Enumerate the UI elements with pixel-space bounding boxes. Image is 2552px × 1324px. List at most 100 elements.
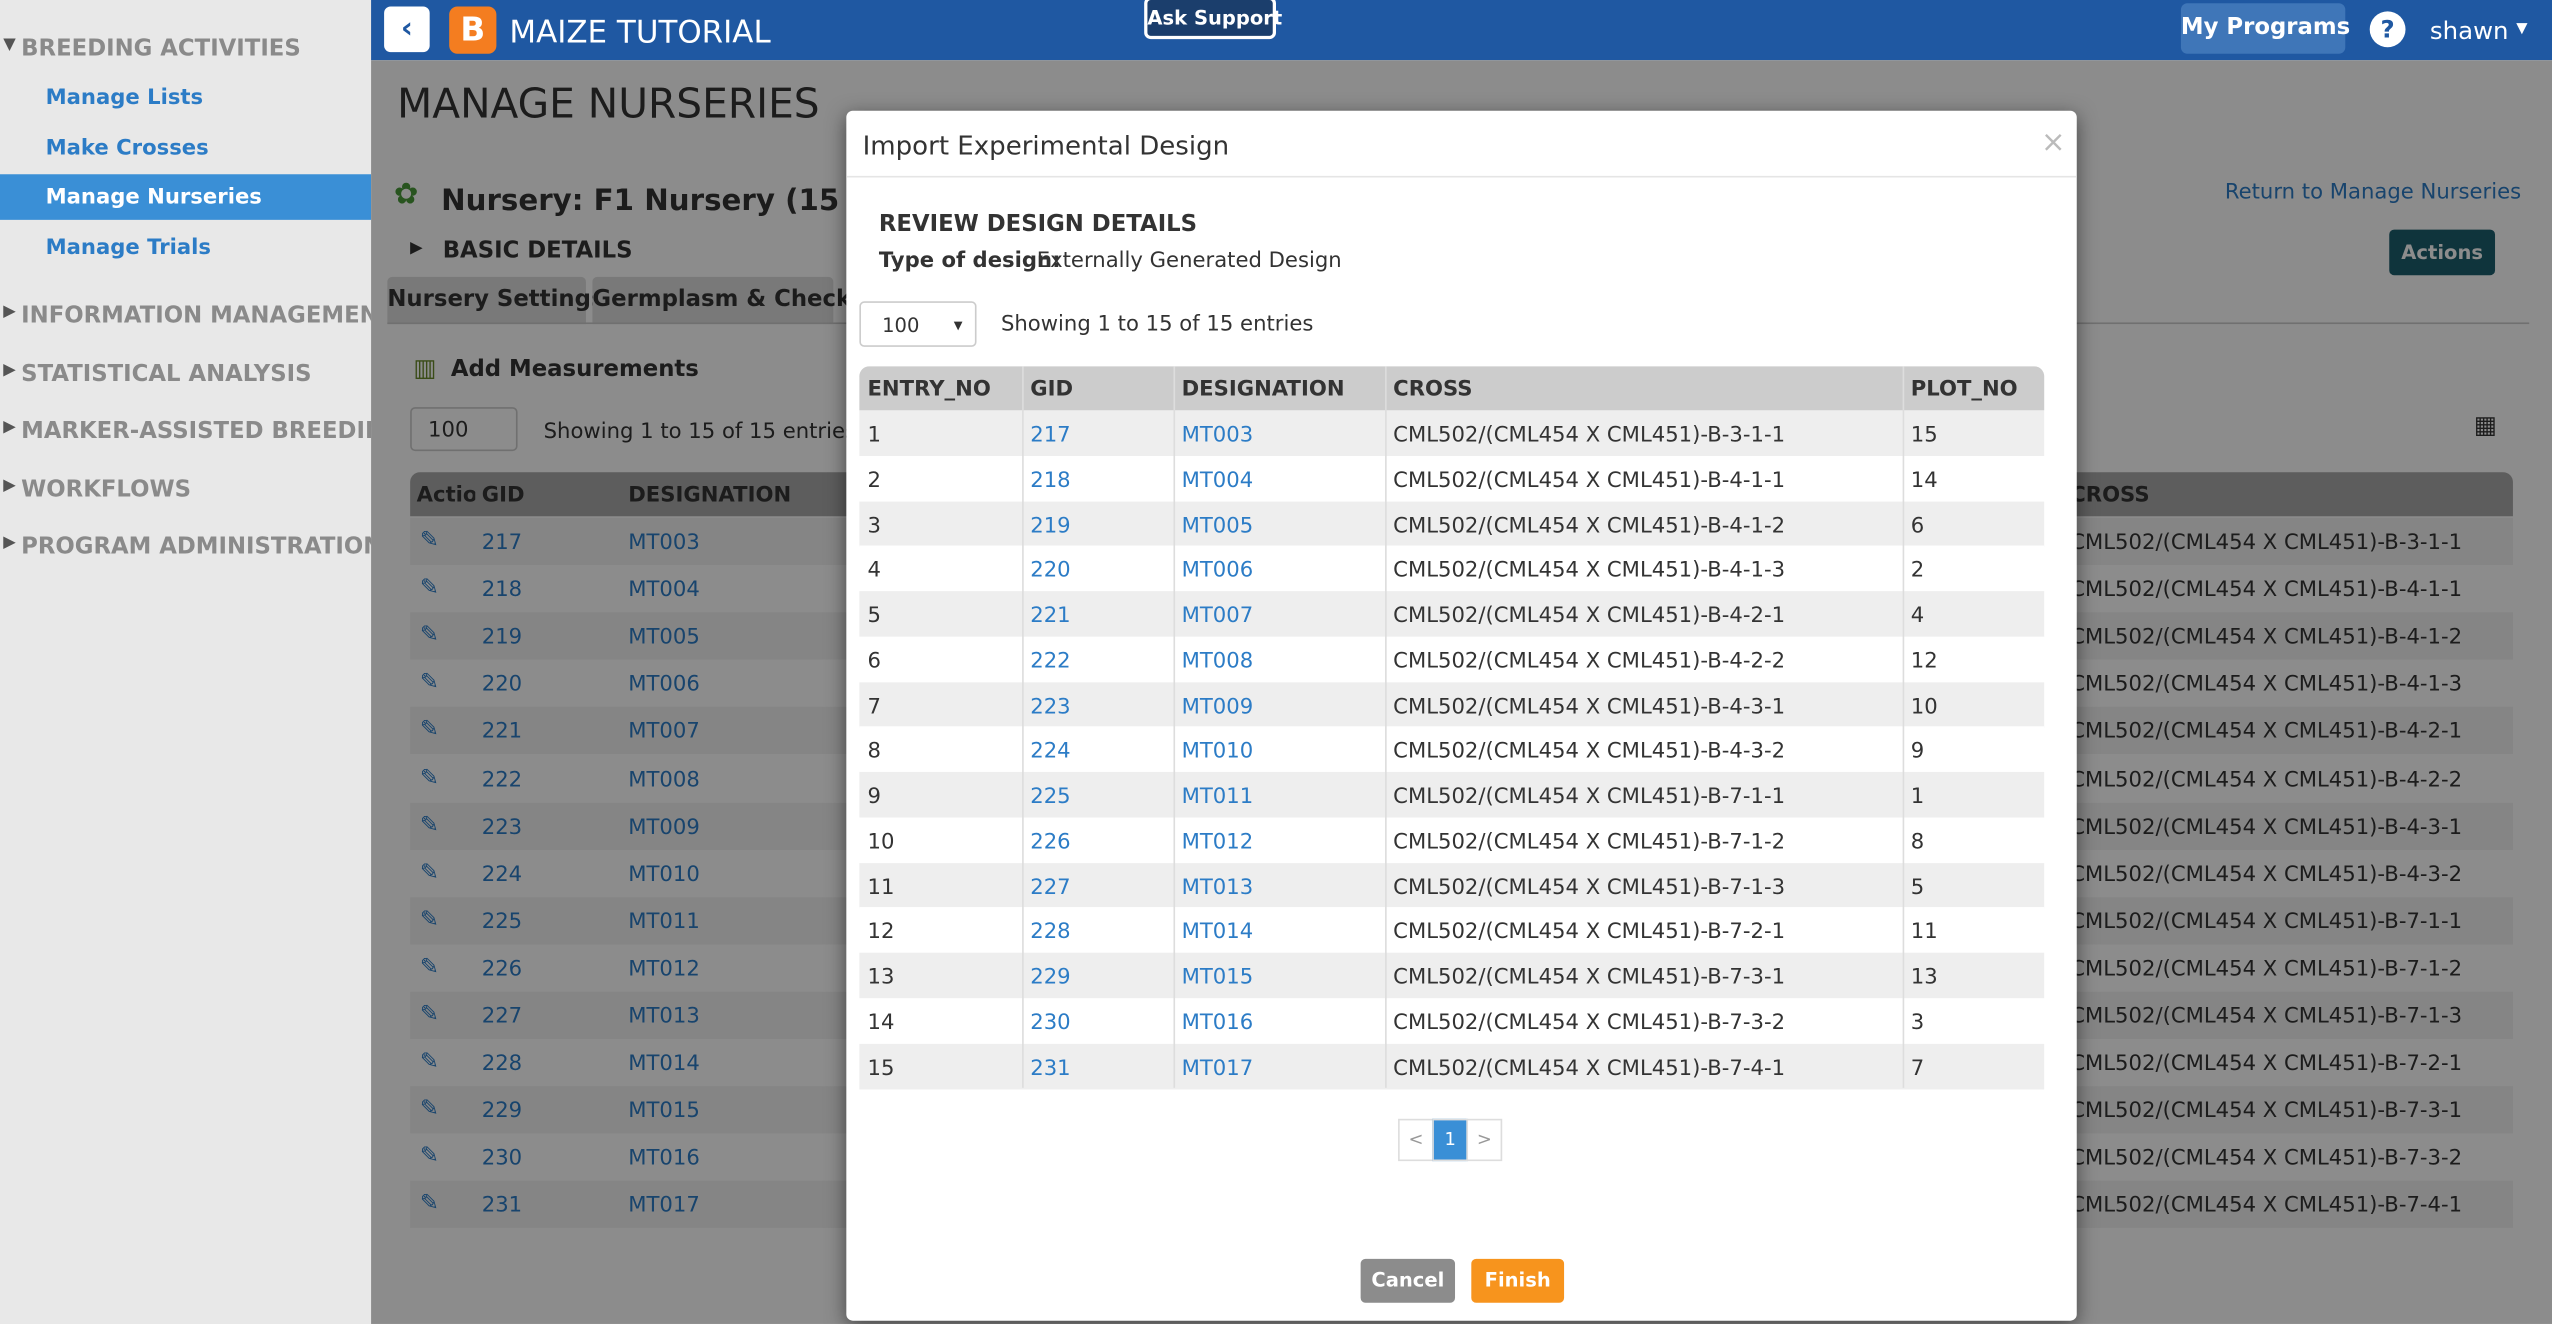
edit-icon[interactable]: ✎ — [419, 1001, 440, 1028]
cell[interactable]: MT017 — [1181, 1056, 1254, 1081]
my-programs[interactable]: My Programs — [2180, 3, 2350, 54]
section-title[interactable]: MARKER-ASSISTED BREEDING — [21, 418, 403, 445]
edit-icon[interactable]: ✎ — [419, 954, 440, 981]
cell[interactable]: 230 — [1030, 1010, 1071, 1036]
cell[interactable]: 224 — [1030, 739, 1071, 765]
edit-icon[interactable]: ✎ — [419, 669, 440, 696]
cell[interactable]: MT005 — [1181, 513, 1254, 539]
cell[interactable]: MT015 — [1181, 965, 1254, 991]
cell[interactable]: MT009 — [1181, 694, 1254, 719]
cell[interactable]: 227 — [1030, 875, 1071, 900]
cell[interactable]: MT016 — [1181, 1010, 1254, 1036]
actions-button[interactable]: Actions — [2389, 229, 2496, 276]
cell[interactable]: 219 — [481, 625, 523, 651]
cell[interactable]: 223 — [1030, 694, 1071, 719]
cell[interactable]: 221 — [481, 720, 523, 745]
cell[interactable]: 221 — [1030, 604, 1071, 629]
nav-item[interactable]: Manage Nurseries — [45, 185, 262, 211]
page-button[interactable]: 1 — [1432, 1118, 1469, 1162]
edit-icon[interactable]: ✎ — [419, 717, 440, 744]
section-title[interactable]: PROGRAM ADMINISTRATION — [21, 534, 383, 561]
cell[interactable]: 230 — [481, 1146, 523, 1172]
tab[interactable]: Nursery Settings — [387, 276, 604, 325]
cell[interactable]: MT014 — [1181, 920, 1254, 945]
edit-icon[interactable]: ✎ — [419, 622, 440, 649]
cell[interactable]: MT016 — [628, 1146, 700, 1172]
nav-item[interactable]: Make Crosses — [45, 135, 209, 161]
edit-icon[interactable]: ✎ — [419, 1143, 440, 1170]
edit-icon[interactable]: ✎ — [419, 764, 440, 791]
cell[interactable]: MT013 — [628, 1004, 700, 1030]
edit-icon[interactable]: ✎ — [419, 906, 440, 933]
cell[interactable]: MT008 — [628, 767, 700, 793]
edit-icon[interactable]: ✎ — [419, 1048, 440, 1075]
edit-icon[interactable]: ✎ — [419, 1191, 440, 1218]
cell[interactable]: 220 — [481, 673, 523, 698]
cell[interactable]: MT012 — [628, 957, 700, 982]
return-link[interactable]: Return to Manage Nurseries — [2224, 180, 2522, 206]
tab[interactable]: Germplasm & Checks — [592, 276, 865, 325]
cell[interactable]: MT003 — [628, 530, 700, 556]
edit-icon[interactable]: ✎ — [419, 859, 440, 886]
finish-button[interactable]: Finish — [1471, 1258, 1565, 1303]
cell[interactable]: MT004 — [628, 578, 700, 603]
nav-item[interactable]: Manage Lists — [45, 86, 204, 111]
cell[interactable]: MT011 — [628, 910, 700, 935]
cell[interactable]: MT010 — [628, 862, 700, 888]
cell[interactable]: MT014 — [628, 1052, 700, 1077]
cell[interactable]: 231 — [1030, 1056, 1071, 1081]
edit-icon[interactable]: ✎ — [419, 527, 440, 554]
cell[interactable]: 217 — [1030, 423, 1071, 448]
cell[interactable]: 217 — [481, 530, 523, 556]
cell[interactable]: MT009 — [628, 815, 700, 840]
cell[interactable]: 226 — [481, 957, 523, 982]
page-button[interactable]: > — [1466, 1118, 1503, 1162]
section-title[interactable]: WORKFLOWS — [21, 476, 192, 503]
cell[interactable]: MT011 — [1181, 784, 1254, 810]
cell[interactable]: MT015 — [628, 1099, 700, 1124]
cell[interactable]: 226 — [1030, 830, 1071, 855]
cell[interactable]: MT017 — [628, 1194, 700, 1219]
cell[interactable]: MT013 — [1181, 875, 1254, 900]
edit-icon[interactable]: ✎ — [419, 811, 440, 839]
help-icon[interactable]: ? — [2369, 11, 2406, 48]
close-button[interactable]: × — [2040, 125, 2066, 160]
cell[interactable]: 225 — [481, 910, 523, 935]
cell[interactable]: 222 — [481, 767, 523, 793]
cancel-button[interactable]: Cancel — [1360, 1258, 1456, 1303]
cell[interactable]: 220 — [1030, 558, 1071, 584]
cell[interactable]: MT004 — [1181, 468, 1254, 494]
ask-support[interactable]: Ask Support — [1144, 0, 1282, 40]
add-measurements[interactable]: Add Measurements — [450, 356, 699, 383]
cell[interactable]: 229 — [1030, 965, 1071, 991]
cell[interactable]: MT005 — [628, 625, 700, 651]
cell[interactable]: 218 — [481, 578, 523, 603]
basic-details[interactable]: BASIC DETAILS — [442, 237, 633, 264]
nav-item[interactable]: Manage Trials — [45, 235, 212, 260]
cell[interactable]: 224 — [481, 862, 523, 888]
cell[interactable]: MT003 — [1181, 423, 1254, 448]
cell[interactable]: MT010 — [1181, 739, 1254, 765]
page-size[interactable]: 100 — [410, 407, 518, 452]
cell[interactable]: MT007 — [628, 720, 700, 745]
cell[interactable]: 219 — [1030, 513, 1071, 539]
edit-icon[interactable]: ✎ — [419, 1096, 440, 1123]
user[interactable]: shawn — [2429, 16, 2509, 46]
section-title[interactable]: STATISTICAL ANALYSIS — [21, 360, 312, 387]
cell[interactable]: 228 — [481, 1052, 523, 1077]
cell[interactable]: 231 — [481, 1194, 523, 1219]
cell[interactable]: 222 — [1030, 649, 1071, 674]
page-button[interactable]: < — [1398, 1118, 1434, 1162]
cell[interactable]: MT006 — [628, 673, 700, 698]
edit-icon[interactable]: ✎ — [419, 575, 440, 602]
cell[interactable]: MT007 — [1181, 604, 1254, 629]
cell[interactable]: MT012 — [1181, 830, 1254, 855]
cell[interactable]: 229 — [481, 1099, 523, 1124]
cell[interactable]: MT006 — [1181, 558, 1254, 584]
cell[interactable]: 225 — [1030, 784, 1071, 810]
cell[interactable]: 223 — [481, 815, 523, 840]
section-title[interactable]: INFORMATION MANAGEMENT — [21, 302, 395, 329]
cell[interactable]: 227 — [481, 1004, 523, 1030]
cell[interactable]: 228 — [1030, 920, 1071, 945]
cell[interactable]: MT008 — [1181, 649, 1254, 674]
